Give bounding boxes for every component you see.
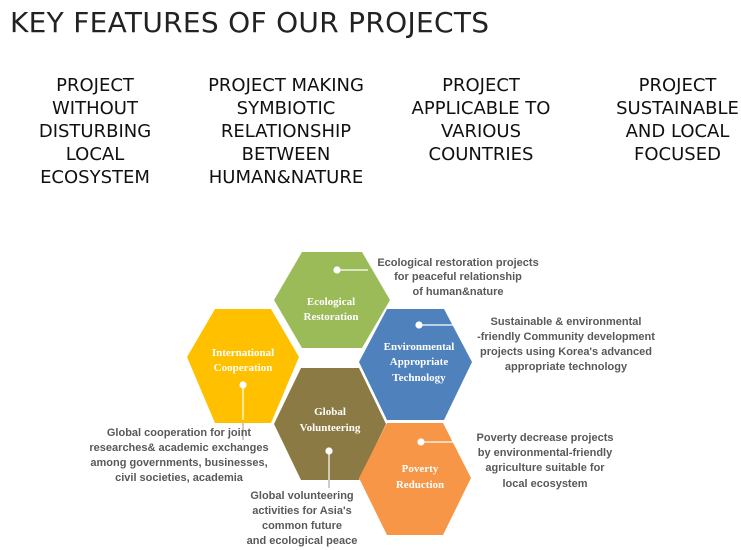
feature-2: PROJECT MAKING SYMBIOTIC RELATIONSHIP BE… bbox=[208, 75, 364, 188]
connector-ecological-dot bbox=[333, 266, 341, 274]
connector-environmental-dot bbox=[415, 321, 423, 329]
connector-outer-lines bbox=[242, 423, 330, 488]
desc-global-1: Global volunteering bbox=[250, 490, 353, 502]
desc-international-2: researches& academic exchanges bbox=[89, 442, 268, 454]
hex-poverty-label-1: Poverty bbox=[402, 463, 439, 475]
hex-ecological bbox=[274, 252, 390, 348]
connector-global-dot bbox=[325, 447, 333, 455]
hex-global bbox=[274, 368, 386, 480]
desc-poverty-1: Poverty decrease projects bbox=[477, 432, 614, 444]
hex-ecological-label-2: Restoration bbox=[304, 311, 359, 323]
desc-global-2: activities for Asia's bbox=[252, 505, 351, 517]
hex-environmental-label-1: Environmental bbox=[384, 341, 455, 353]
desc-ecological-3: of human&nature bbox=[412, 286, 503, 298]
hex-ecological-label-1: Ecological bbox=[307, 296, 355, 308]
hex-environmental-label-2: Appropriate bbox=[390, 356, 449, 368]
desc-international-3: among governments, businesses, bbox=[90, 457, 267, 469]
hex-international-label-2: Cooperation bbox=[214, 362, 273, 374]
hex-international-shape bbox=[187, 309, 299, 423]
desc-environmental-2: -friendly Community development bbox=[477, 331, 655, 343]
desc-environmental-3: projects using Korea's advanced bbox=[480, 346, 652, 358]
hex-ecological-shape bbox=[274, 252, 390, 348]
hex-environmental-label-3: Technology bbox=[392, 372, 446, 384]
hex-environmental-shape bbox=[359, 309, 472, 420]
hex-global-label-1: Global bbox=[314, 406, 346, 418]
hex-international bbox=[187, 309, 299, 423]
hex-environmental bbox=[359, 309, 472, 420]
hex-poverty bbox=[359, 423, 471, 535]
feature-3: PROJECT APPLICABLE TO VARIOUS COUNTRIES bbox=[411, 75, 551, 165]
desc-global-3: common future bbox=[262, 520, 342, 532]
connector-poverty-dot bbox=[417, 438, 425, 446]
hex-global-label-2: Volunteering bbox=[300, 422, 361, 434]
page-title: KEY FEATURES OF OUR PROJECTS bbox=[10, 6, 490, 39]
desc-ecological-2: for peaceful relationship bbox=[394, 271, 522, 283]
hex-poverty-shape bbox=[359, 423, 471, 535]
hex-international-label-1: International bbox=[212, 347, 274, 359]
desc-international-4: civil societies, academia bbox=[115, 472, 244, 484]
desc-poverty-4: local ecosystem bbox=[503, 478, 588, 490]
connectors bbox=[239, 266, 468, 485]
desc-environmental-1: Sustainable & environmental bbox=[491, 316, 642, 328]
desc-international-1: Global cooperation for joint bbox=[107, 427, 252, 439]
desc-poverty-2: by environmental-friendly bbox=[478, 447, 613, 459]
desc-environmental-4: appropriate technology bbox=[505, 361, 628, 373]
feature-1: PROJECT WITHOUT DISTURBING LOCAL ECOSYST… bbox=[38, 75, 152, 188]
connector-international-dot bbox=[239, 381, 247, 389]
hex-poverty-label-2: Reduction bbox=[396, 479, 444, 491]
desc-poverty-3: agriculture suitable for bbox=[485, 462, 605, 474]
desc-global-4: and ecological peace bbox=[247, 535, 358, 547]
feature-4: PROJECT SUSTAINABLE AND LOCAL FOCUSED bbox=[616, 75, 739, 165]
hex-global-shape bbox=[274, 368, 386, 480]
desc-ecological-1: Ecological restoration projects bbox=[377, 257, 538, 269]
